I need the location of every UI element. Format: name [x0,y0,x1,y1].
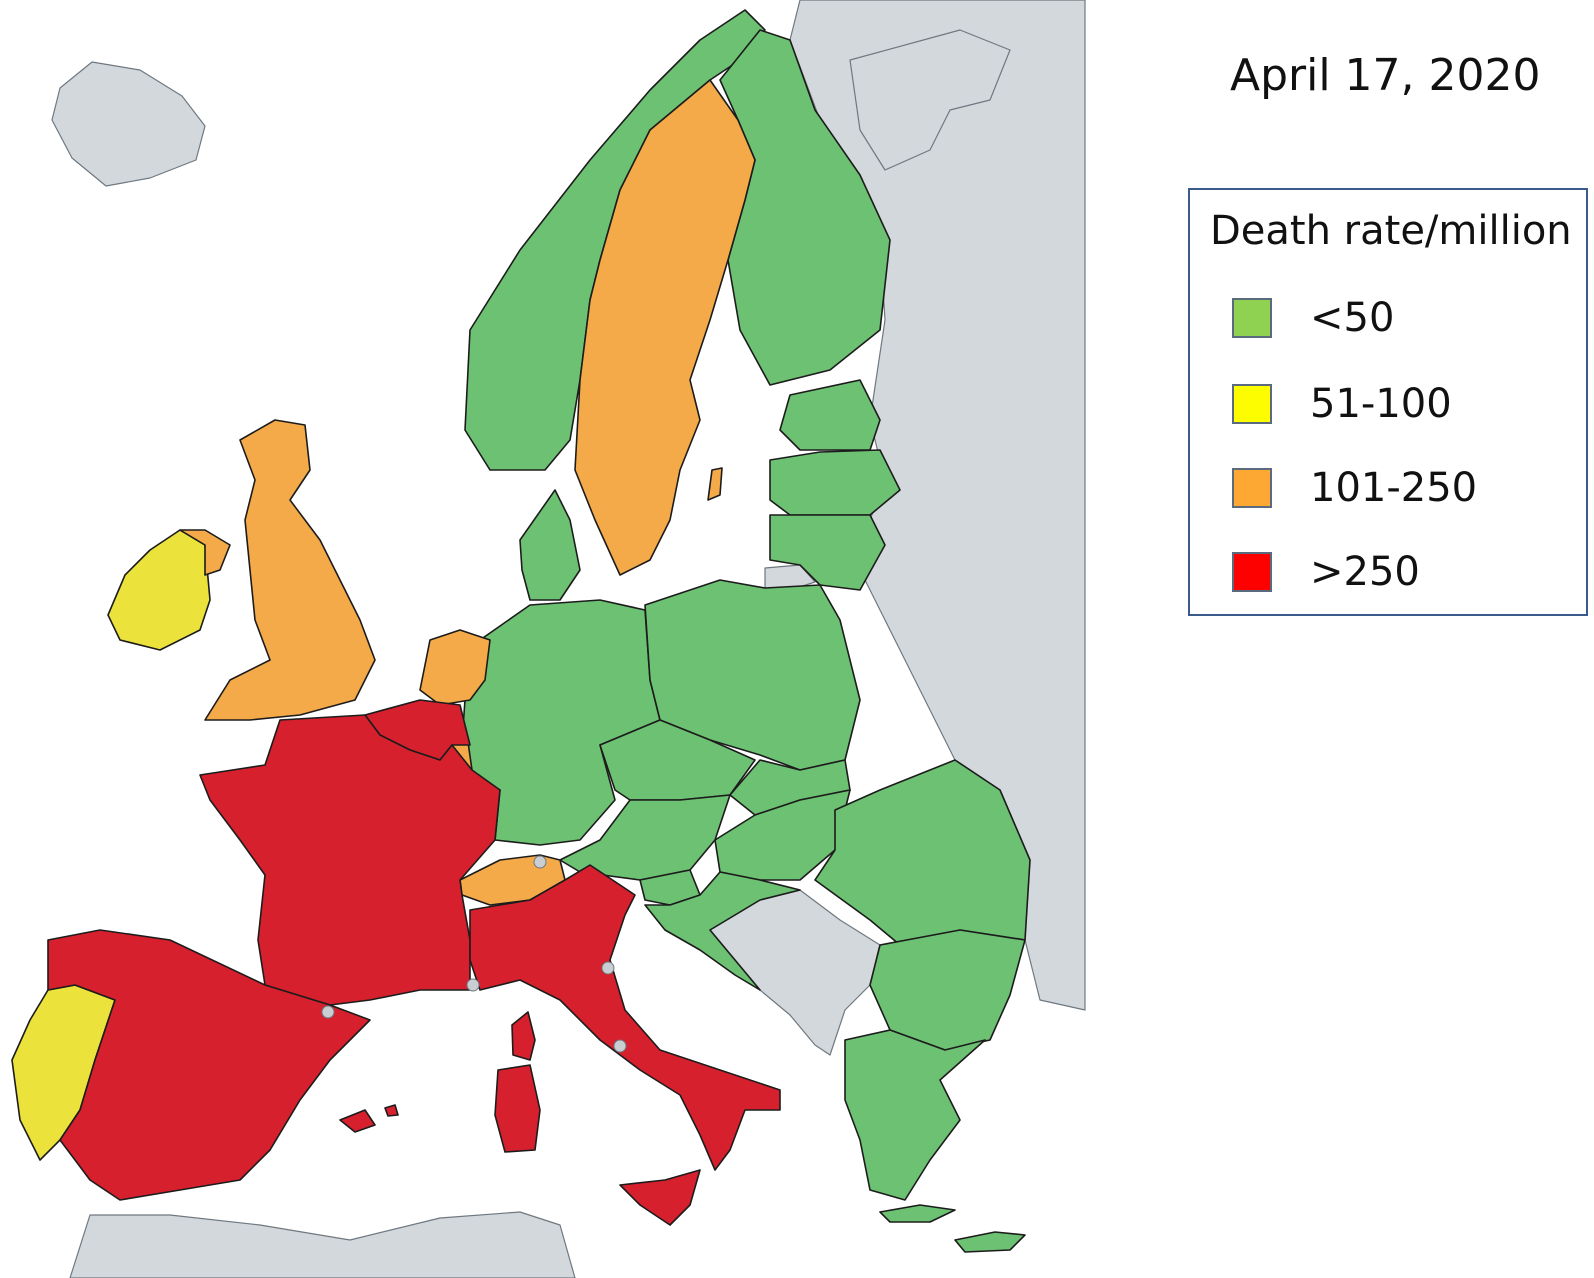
region-crete [879,1204,956,1223]
marker-dot [613,1039,627,1053]
legend: Death rate/million <50 51-100 101-250 >2… [1188,188,1588,616]
region-balearics [339,1104,399,1133]
region-gotland [707,467,723,501]
legend-label: <50 [1310,295,1395,341]
date-label: April 17, 2020 [1230,50,1541,101]
region-croatia [644,871,801,991]
marker-dot [321,1005,335,1019]
region-kola-karelia [849,29,1011,171]
legend-item-101-250: 101-250 [1232,465,1478,511]
legend-label: >250 [1310,549,1420,595]
region-spain [47,929,371,1201]
region-denmark [519,489,581,601]
region-austria [559,794,731,881]
legend-label: 101-250 [1310,465,1478,511]
region-corsica [511,1011,536,1061]
legend-item-lt50: <50 [1232,295,1395,341]
marker-dot [533,855,547,869]
region-france [199,714,501,1006]
region-italy [469,864,781,1171]
region-sardinia [494,1064,541,1153]
region-lithuania [769,514,886,591]
legend-swatch [1232,468,1272,508]
legend-title: Death rate/million [1210,208,1572,254]
region-netherlands [419,629,491,706]
region-ireland [107,529,211,651]
region-north-africa [69,1211,576,1278]
legend-item-gt250: >250 [1232,549,1420,595]
marker-dot [466,978,480,992]
region-iceland [51,61,206,187]
legend-swatch [1232,384,1272,424]
marker-dot [601,961,615,975]
legend-item-51-100: 51-100 [1232,381,1452,427]
region-northern-ireland [179,529,231,576]
legend-label: 51-100 [1310,381,1452,427]
region-bulgaria [869,929,1026,1051]
legend-swatch [1232,298,1272,338]
region-uk [204,419,376,721]
region-sicily [619,1169,701,1226]
region-sweden [574,79,756,576]
region-cyprus [954,1231,1026,1253]
legend-swatch [1232,552,1272,592]
region-greece [844,1029,986,1201]
region-latvia [769,449,901,516]
